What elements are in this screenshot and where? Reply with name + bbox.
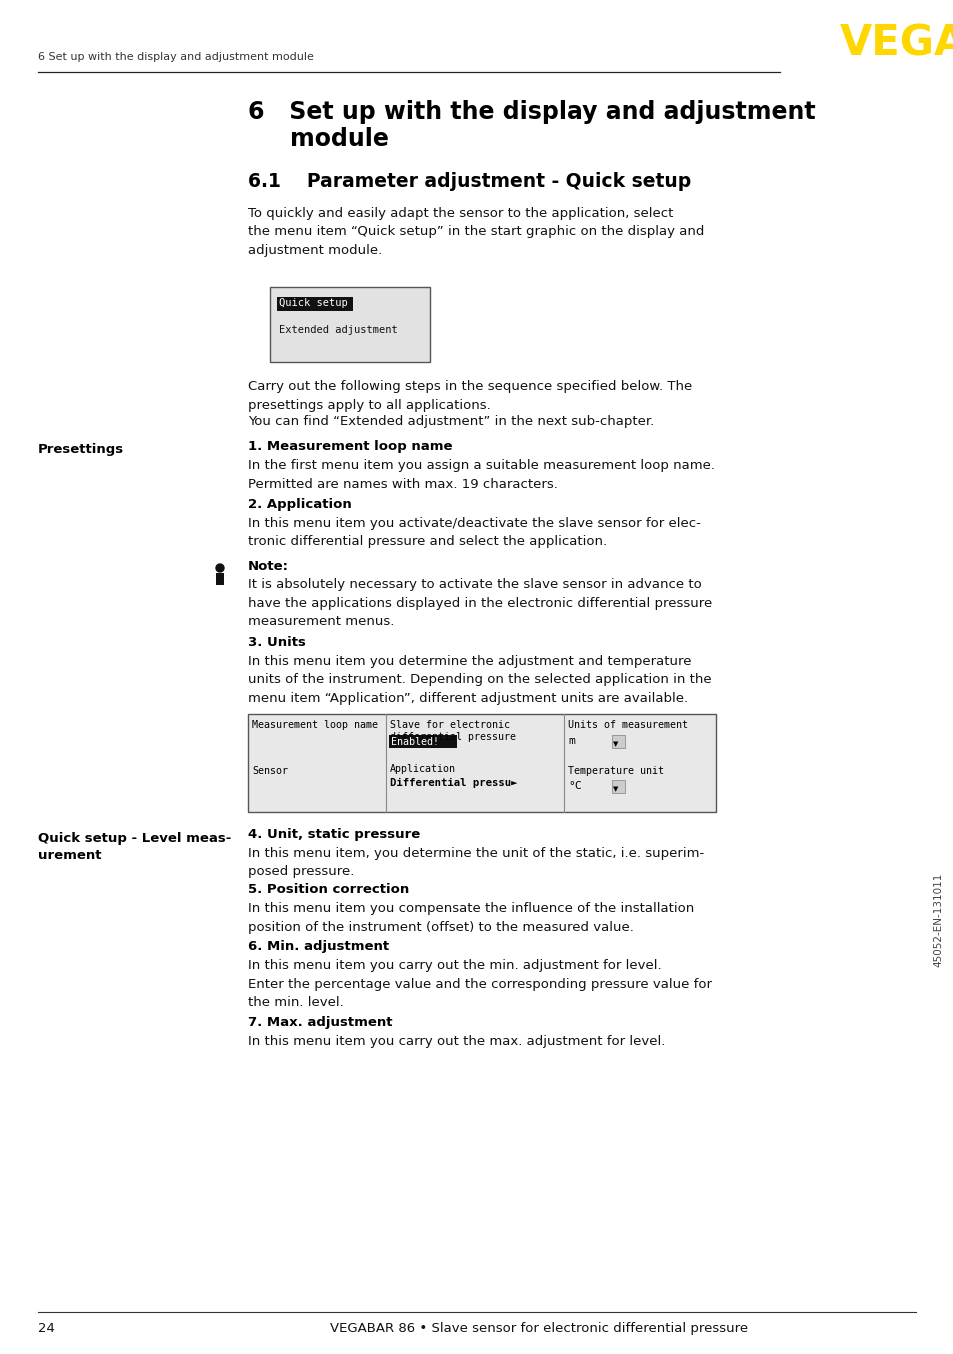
Text: In the first menu item you assign a suitable measurement loop name.
Permitted ar: In the first menu item you assign a suit… bbox=[248, 459, 714, 490]
Text: You can find “Extended adjustment” in the next sub-chapter.: You can find “Extended adjustment” in th… bbox=[248, 414, 654, 428]
Text: VEGABAR 86 • Slave sensor for electronic differential pressure: VEGABAR 86 • Slave sensor for electronic… bbox=[330, 1322, 747, 1335]
Text: In this menu item you compensate the influence of the installation
position of t: In this menu item you compensate the inf… bbox=[248, 902, 694, 933]
Text: Carry out the following steps in the sequence specified below. The
presettings a: Carry out the following steps in the seq… bbox=[248, 380, 692, 412]
Text: Note:: Note: bbox=[248, 561, 289, 573]
Text: Quick setup: Quick setup bbox=[278, 298, 348, 307]
Bar bbox=[389, 735, 456, 747]
Text: In this menu item you carry out the max. adjustment for level.: In this menu item you carry out the max.… bbox=[248, 1034, 664, 1048]
Text: 3. Units: 3. Units bbox=[248, 636, 306, 649]
Text: Differential pressu►: Differential pressu► bbox=[390, 779, 517, 788]
Bar bbox=[612, 735, 624, 747]
Text: m: m bbox=[567, 737, 575, 746]
Text: 6   Set up with the display and adjustment: 6 Set up with the display and adjustment bbox=[248, 100, 815, 125]
Text: 4. Unit, static pressure: 4. Unit, static pressure bbox=[248, 829, 420, 841]
Text: module: module bbox=[290, 127, 389, 152]
Text: To quickly and easily adapt the sensor to the application, select
the menu item : To quickly and easily adapt the sensor t… bbox=[248, 207, 703, 257]
Bar bbox=[612, 780, 624, 793]
Text: ▼: ▼ bbox=[613, 787, 618, 792]
Text: VEGA: VEGA bbox=[840, 22, 953, 64]
Bar bbox=[276, 297, 353, 311]
Text: 7. Max. adjustment: 7. Max. adjustment bbox=[248, 1016, 392, 1029]
Text: ▼: ▼ bbox=[613, 741, 618, 747]
Circle shape bbox=[215, 565, 224, 571]
Text: In this menu item you carry out the min. adjustment for level.: In this menu item you carry out the min.… bbox=[248, 959, 661, 972]
Text: Enter the percentage value and the corresponding pressure value for
the min. lev: Enter the percentage value and the corre… bbox=[248, 978, 711, 1010]
Text: Sensor: Sensor bbox=[252, 766, 288, 776]
Text: 6 Set up with the display and adjustment module: 6 Set up with the display and adjustment… bbox=[38, 51, 314, 62]
Text: Measurement loop name: Measurement loop name bbox=[252, 720, 377, 730]
Text: Slave for electronic: Slave for electronic bbox=[390, 720, 510, 730]
Text: Application: Application bbox=[390, 764, 456, 774]
Bar bbox=[248, 714, 716, 812]
Text: Presettings: Presettings bbox=[38, 443, 124, 456]
Text: In this menu item you activate/deactivate the slave sensor for elec-
tronic diff: In this menu item you activate/deactivat… bbox=[248, 517, 700, 548]
Text: 5. Position correction: 5. Position correction bbox=[248, 883, 409, 896]
Text: 45052-EN-131011: 45052-EN-131011 bbox=[932, 873, 942, 967]
Text: 6. Min. adjustment: 6. Min. adjustment bbox=[248, 940, 389, 953]
Text: differential pressure: differential pressure bbox=[390, 733, 516, 742]
Text: It is absolutely necessary to activate the slave sensor in advance to
have the a: It is absolutely necessary to activate t… bbox=[248, 578, 712, 628]
Text: In this menu item you determine the adjustment and temperature
units of the inst: In this menu item you determine the adju… bbox=[248, 655, 711, 705]
Text: Temperature unit: Temperature unit bbox=[567, 766, 663, 776]
Text: 24: 24 bbox=[38, 1322, 55, 1335]
Text: 1. Measurement loop name: 1. Measurement loop name bbox=[248, 440, 452, 454]
Text: Enabled!: Enabled! bbox=[391, 737, 438, 747]
Bar bbox=[215, 573, 224, 585]
Bar bbox=[270, 287, 430, 362]
Text: Units of measurement: Units of measurement bbox=[567, 720, 687, 730]
Text: °C: °C bbox=[567, 781, 581, 791]
Text: 2. Application: 2. Application bbox=[248, 498, 352, 510]
Text: Quick setup - Level meas-
urement: Quick setup - Level meas- urement bbox=[38, 831, 232, 862]
Text: In this menu item, you determine the unit of the static, i.e. superim-
posed pre: In this menu item, you determine the uni… bbox=[248, 848, 703, 879]
Text: Extended adjustment: Extended adjustment bbox=[278, 325, 397, 334]
Text: 6.1    Parameter adjustment - Quick setup: 6.1 Parameter adjustment - Quick setup bbox=[248, 172, 691, 191]
